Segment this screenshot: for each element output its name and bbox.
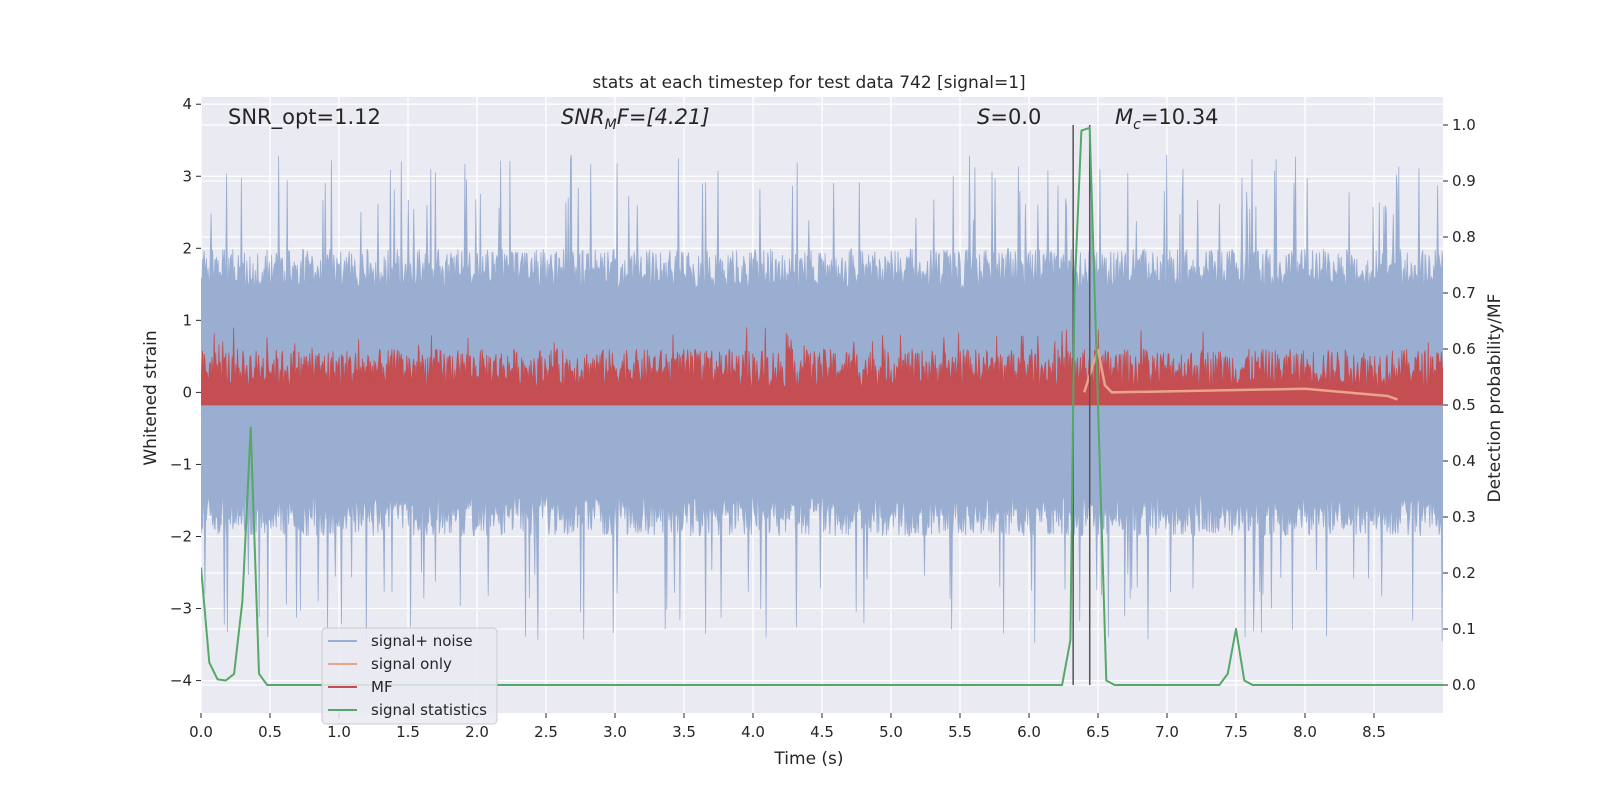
y-right-tick-label: 0.4 <box>1452 452 1476 470</box>
series-signal-statistics <box>201 126 1443 686</box>
x-tick-label: 1.0 <box>327 723 351 741</box>
y-left-tick-label: 3 <box>182 167 192 185</box>
x-tick-label: 6.5 <box>1086 723 1110 741</box>
y-right-tick-label: 0.9 <box>1452 172 1476 190</box>
x-tick-label: 3.0 <box>603 723 627 741</box>
annotation-mc: Mc=10.34 <box>1115 105 1219 133</box>
x-tick-label: 7.0 <box>1155 723 1179 741</box>
x-tick-label: 0.5 <box>258 723 282 741</box>
x-tick-label: 5.0 <box>879 723 903 741</box>
x-tick-label: 8.5 <box>1362 723 1386 741</box>
legend: signal+ noise signal only MF signal stat… <box>321 627 498 725</box>
legend-label-signal-only: signal only <box>371 655 452 673</box>
y-right-tick-label: 0.7 <box>1452 284 1476 302</box>
annotation-snr-mf-sub: M <box>605 117 617 133</box>
x-tick-label: 7.5 <box>1224 723 1248 741</box>
y-left-tick-label: −4 <box>170 672 192 690</box>
annotation-snr-mf-rest: F=[4.21] <box>617 105 710 129</box>
y-left-tick-label: 1 <box>182 311 192 329</box>
y-left-tick-label: −1 <box>170 455 192 473</box>
y-axis-left-ticks: 4 3 2 1 0 −1 −2 −3 −4 <box>170 95 201 690</box>
legend-box <box>321 627 498 725</box>
annotation-mc-sub: c <box>1133 117 1141 133</box>
series-signal-only <box>1083 348 1398 401</box>
y-right-tick-label: 0.8 <box>1452 228 1476 246</box>
legend-label-signal-statistics: signal statistics <box>371 701 487 719</box>
x-tick-label: 0.0 <box>189 723 213 741</box>
y-right-tick-label: 0.6 <box>1452 340 1476 358</box>
x-tick-label: 2.5 <box>534 723 558 741</box>
signal-statistics-line <box>201 126 1443 686</box>
y-right-tick-label: 0.3 <box>1452 508 1476 526</box>
y-left-tick-label: 2 <box>182 239 192 257</box>
y-right-tick-label: 0.1 <box>1452 620 1476 638</box>
annotation-s-rest: =0.0 <box>990 105 1041 129</box>
chart-title: stats at each timestep for test data 742… <box>592 73 1025 93</box>
x-tick-label: 8.0 <box>1293 723 1317 741</box>
annotation-snr-mf-base: SNR <box>561 105 605 129</box>
annotation-s-var: S <box>977 105 990 129</box>
y-axis-left-label: Whitened strain <box>141 330 161 465</box>
annotation-s: S=0.0 <box>977 105 1041 129</box>
y-left-tick-label: −3 <box>170 600 192 618</box>
legend-label-mf: MF <box>371 678 393 696</box>
y-right-tick-label: 0.2 <box>1452 564 1476 582</box>
y-right-tick-label: 1.0 <box>1452 116 1476 134</box>
annotation-mc-var: M <box>1115 105 1133 129</box>
y-right-tick-label: 0.0 <box>1452 676 1476 694</box>
x-axis-label: Time (s) <box>773 749 843 769</box>
y-left-tick-label: 4 <box>182 95 192 113</box>
mf-trace <box>201 327 1443 406</box>
x-tick-label: 5.5 <box>948 723 972 741</box>
signal-only-trace <box>1083 348 1398 401</box>
series-mf <box>201 327 1443 406</box>
x-tick-label: 3.5 <box>672 723 696 741</box>
annotation-mc-rest: =10.34 <box>1141 105 1219 129</box>
x-tick-label: 6.0 <box>1017 723 1041 741</box>
y-right-tick-label: 0.5 <box>1452 396 1476 414</box>
x-tick-label: 4.0 <box>741 723 765 741</box>
x-tick-label: 2.0 <box>465 723 489 741</box>
y-axis-right-label: Detection probability/MF <box>1485 294 1505 503</box>
x-axis-ticks: 0.0 0.5 1.0 1.5 2.0 2.5 3.0 3.5 4.0 4.5 5.0 5.5 6.0 6… <box>189 713 1386 741</box>
legend-label-signal-noise: signal+ noise <box>371 632 473 650</box>
annotation-snr-opt: SNR_opt=1.12 <box>228 105 381 130</box>
x-tick-label: 1.5 <box>396 723 420 741</box>
y-axis-right-ticks: 1.0 0.9 0.8 0.7 0.6 0.5 0.4 0.3 0.2 0.1 0.0 <box>1443 116 1476 694</box>
y-left-tick-label: 0 <box>182 383 192 401</box>
x-tick-label: 4.5 <box>810 723 834 741</box>
annotation-snr-mf: SNRMF=[4.21] <box>561 105 710 133</box>
y-left-tick-label: −2 <box>170 527 192 545</box>
